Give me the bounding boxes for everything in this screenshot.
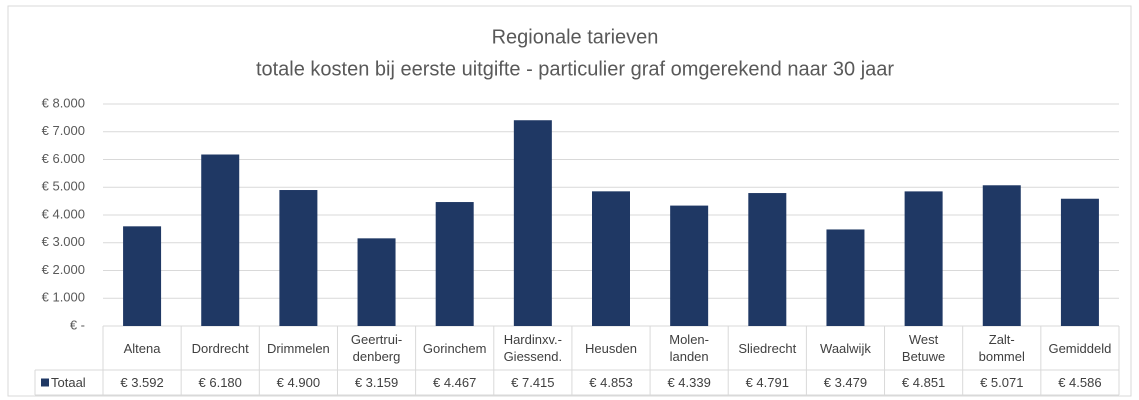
x-tick-label: Zalt- bommel [978, 332, 1025, 364]
bar [201, 154, 240, 326]
bar [904, 191, 943, 326]
y-tick-label: € 8.000 [42, 95, 85, 110]
x-tick-label: Waalwijk [820, 340, 871, 356]
value-label: € 3.592 [120, 375, 164, 390]
y-tick-label: € - [70, 317, 85, 332]
bar [748, 193, 787, 326]
y-tick-label: € 7.000 [42, 123, 85, 138]
y-tick-label: € 6.000 [42, 151, 85, 166]
chart-subtitle: totale kosten bij eerste uitgifte - part… [256, 58, 894, 80]
value-label: € 7.415 [511, 375, 555, 390]
x-tick-label: Gemiddeld [1048, 340, 1112, 356]
value-label: € 4.900 [276, 375, 321, 390]
bar [279, 190, 318, 326]
value-label: € 4.853 [589, 375, 633, 390]
y-tick-label: € 3.000 [42, 234, 85, 249]
value-label: € 4.586 [1058, 375, 1102, 390]
value-label: € 4.851 [901, 375, 946, 390]
value-label: € 4.339 [667, 375, 711, 390]
x-tick-label: Geertrui- denberg [350, 332, 403, 364]
y-tick-label: € 4.000 [42, 206, 85, 221]
value-label: € 6.180 [198, 375, 242, 390]
x-tick-label: Heusden [584, 340, 638, 356]
x-tick-label: Gorinchem [422, 340, 487, 356]
legend-key [41, 378, 49, 387]
x-tick-label: Sliedrecht [738, 340, 797, 356]
bar [123, 226, 162, 326]
x-tick-label: Drimmelen [266, 340, 330, 356]
bar [1060, 198, 1099, 326]
value-label: € 4.467 [432, 375, 477, 390]
x-tick-label: Hardinxv.- Giessend. [503, 332, 563, 364]
chart-title: Regionale tarieven [492, 26, 659, 48]
y-tick-label: € 5.000 [42, 179, 85, 194]
bar [826, 229, 865, 326]
bar [513, 120, 552, 326]
bar [435, 202, 474, 326]
x-tick-label: Molen- landen [669, 332, 709, 364]
bar [357, 238, 396, 326]
legend-label: Totaal [51, 375, 86, 390]
y-tick-label: € 1.000 [42, 290, 85, 305]
chart-border [7, 5, 1132, 397]
bar [982, 185, 1021, 326]
value-label: € 3.159 [354, 375, 399, 390]
bar [670, 205, 709, 326]
value-label: € 5.071 [980, 375, 1024, 390]
x-tick-label: Dordrecht [191, 340, 249, 356]
bar [592, 191, 630, 326]
y-tick-label: € 2.000 [42, 262, 85, 277]
value-label: € 4.791 [745, 375, 789, 390]
x-tick-label: West Betuwe [901, 332, 946, 364]
value-label: € 3.479 [823, 375, 868, 390]
x-tick-label: Altena [123, 340, 161, 356]
